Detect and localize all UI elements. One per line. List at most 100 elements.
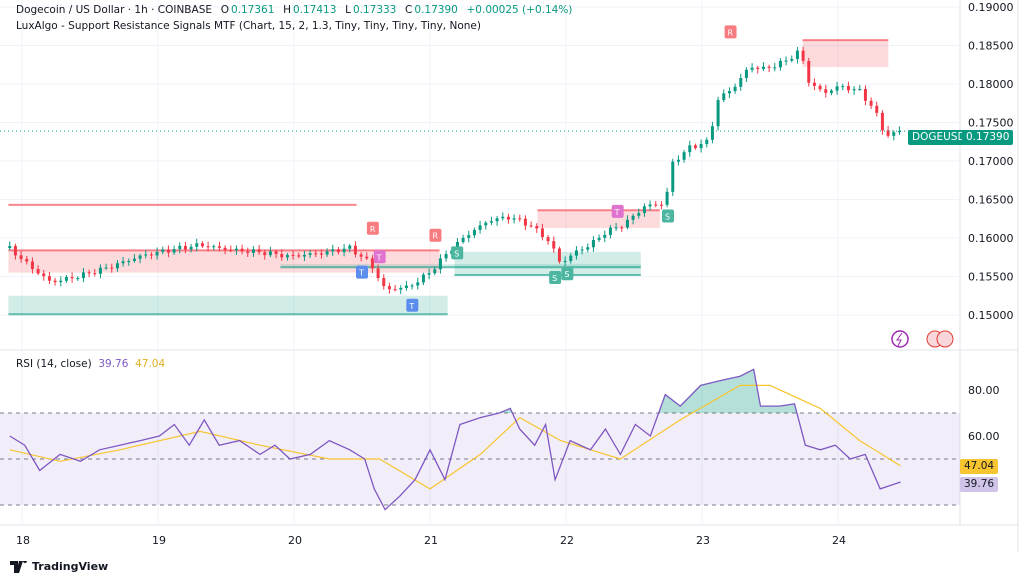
candle-body xyxy=(308,253,312,255)
close-value: 0.17390 xyxy=(414,4,458,16)
signal-label: R xyxy=(432,232,438,241)
time-tick-label: 20 xyxy=(288,534,302,547)
time-tick-label: 21 xyxy=(424,534,438,547)
candle-body xyxy=(127,261,131,263)
candle-body xyxy=(506,216,510,220)
candle-body xyxy=(87,272,91,274)
resistance-zone xyxy=(537,210,660,228)
candle-body xyxy=(722,93,726,101)
candle-body xyxy=(654,204,658,206)
tradingview-logo[interactable]: TradingView xyxy=(10,560,108,573)
symbol-title: Dogecoin / US Dollar · 1h · COINBASE xyxy=(16,4,212,16)
candle-body xyxy=(869,100,873,106)
price-tick-label: 0.17000 xyxy=(968,155,1014,168)
signal-support: S xyxy=(549,271,562,285)
candle-body xyxy=(348,245,352,249)
price-tick-label: 0.18500 xyxy=(968,40,1014,53)
signal-label: T xyxy=(376,253,382,262)
candle-body xyxy=(535,225,539,229)
signal-support: S xyxy=(662,209,674,223)
candle-body xyxy=(631,215,635,220)
candle-body xyxy=(291,254,295,256)
candle-body xyxy=(744,69,748,78)
tradingview-logo-icon xyxy=(10,560,27,573)
candle-body xyxy=(614,227,618,229)
candle-body xyxy=(699,144,703,149)
candle-body xyxy=(784,60,788,62)
price-tick-label: 0.19000 xyxy=(968,1,1014,14)
candle-body xyxy=(756,67,760,69)
candle-body xyxy=(818,85,822,90)
signal-label: T xyxy=(614,208,620,217)
candle-body xyxy=(461,237,465,243)
candle-body xyxy=(19,255,23,259)
candle-body xyxy=(257,249,261,253)
candle-body xyxy=(478,225,482,230)
candle-body xyxy=(404,285,408,288)
signal-marker xyxy=(429,228,442,242)
open-label: O xyxy=(220,4,229,16)
candle-body xyxy=(234,248,238,251)
signal-support: S xyxy=(561,267,574,281)
candle-body xyxy=(892,132,896,136)
candle-body xyxy=(342,248,346,253)
candle-body xyxy=(81,272,85,279)
candle-body xyxy=(149,254,153,256)
candle-body xyxy=(370,258,374,269)
candle-body xyxy=(121,261,125,264)
signal-marker xyxy=(366,221,379,235)
candle-body xyxy=(274,251,278,255)
signal-marker xyxy=(662,209,674,223)
candle-body xyxy=(195,243,199,247)
signal-marker xyxy=(406,298,419,312)
signal-marker xyxy=(561,267,574,281)
candle-body xyxy=(733,86,737,92)
candle-body xyxy=(659,204,663,206)
candle-body xyxy=(251,249,255,253)
candle-body xyxy=(240,248,244,252)
candle-body xyxy=(761,66,765,69)
candle-body xyxy=(642,206,646,214)
candle-body xyxy=(183,245,187,250)
rsi-tick-label: 80.00 xyxy=(968,384,1000,397)
candle-body xyxy=(705,139,709,145)
price-tick-label: 0.15500 xyxy=(968,271,1014,284)
candle-body xyxy=(212,246,216,248)
candle-body xyxy=(518,218,522,220)
low-value: 0.17333 xyxy=(352,4,397,16)
candle-body xyxy=(795,50,799,59)
brand-name: TradingView xyxy=(32,560,109,573)
candle-body xyxy=(455,242,459,251)
candle-body xyxy=(897,130,901,133)
signal-test: T xyxy=(356,265,368,279)
signal-label: S xyxy=(665,212,670,221)
candle-body xyxy=(790,58,794,61)
candle-body xyxy=(688,145,692,153)
symbol-price-tag: DOGEUSD xyxy=(908,130,970,145)
candle-body xyxy=(841,86,845,88)
candle-body xyxy=(739,77,743,87)
signal-marker xyxy=(724,25,737,39)
candle-body xyxy=(30,261,34,270)
candle-body xyxy=(297,255,301,257)
candle-body xyxy=(620,227,624,229)
rsi-legend[interactable]: RSI (14, close) 39.76 47.04 xyxy=(16,358,165,370)
candle-body xyxy=(427,273,431,275)
candle-body xyxy=(70,277,74,279)
lightning-icon xyxy=(891,330,909,348)
candle-body xyxy=(484,222,488,226)
indicator-legend[interactable]: LuxAlgo - Support Resistance Signals MTF… xyxy=(16,20,481,32)
candle-body xyxy=(880,112,884,131)
rsi-ma-line xyxy=(9,384,901,490)
price-tick-label: 0.17500 xyxy=(968,117,1014,130)
candle-body xyxy=(206,246,210,248)
candle-body xyxy=(268,251,272,256)
candle-body xyxy=(25,258,29,262)
candle-body xyxy=(467,235,471,238)
candle-body xyxy=(886,130,890,136)
rsi-value: 39.76 xyxy=(98,358,129,370)
time-tick-label: 24 xyxy=(832,534,846,547)
rsi-ma-value: 47.04 xyxy=(135,358,166,370)
signal-marker xyxy=(373,250,386,264)
